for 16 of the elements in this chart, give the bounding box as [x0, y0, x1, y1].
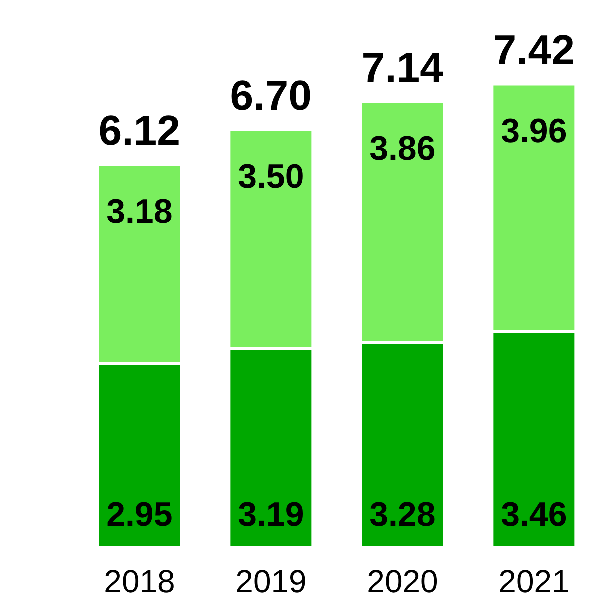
data-label: 3.96 [501, 112, 568, 150]
data-label: 3.46 [501, 496, 568, 534]
total-label: 6.12 [98, 106, 181, 154]
data-label: 3.18 [106, 192, 173, 231]
total-label: 7.42 [493, 26, 576, 74]
data-label: 3.19 [238, 496, 304, 534]
data-label: 3.50 [238, 158, 304, 196]
data-label: 3.28 [370, 496, 436, 534]
data-label: 3.86 [370, 130, 436, 168]
total-label: 6.70 [230, 72, 312, 119]
x-tick-label: 2019 [236, 564, 307, 600]
x-tick-label: 2021 [498, 564, 570, 600]
data-label: 2.95 [106, 496, 173, 534]
x-tick-label: 2020 [367, 564, 438, 600]
x-tick-label: 2018 [104, 564, 176, 600]
total-label: 7.14 [362, 44, 444, 91]
